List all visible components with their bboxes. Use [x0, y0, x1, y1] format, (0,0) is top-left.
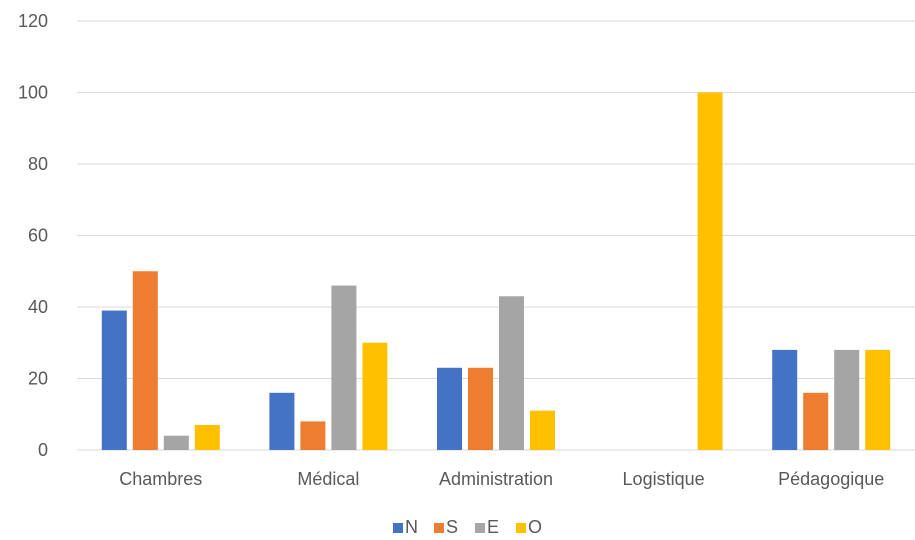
bar-s-1	[300, 421, 326, 450]
bar-e-0	[163, 435, 189, 450]
legend-label-e: E	[487, 517, 499, 537]
y-tick-label: 40	[28, 297, 48, 317]
legend-label-s: S	[446, 517, 458, 537]
bar-e-2	[499, 296, 524, 450]
x-category-label: Pédagogique	[778, 469, 884, 489]
x-category-label: Administration	[439, 469, 553, 489]
x-category-label: Chambres	[119, 469, 202, 489]
y-tick-label: 80	[28, 154, 48, 174]
bar-n-4	[772, 349, 798, 450]
legend-swatch-n	[393, 523, 403, 533]
bar-e-1	[331, 285, 357, 450]
bar-s-4	[803, 392, 829, 450]
legend-swatch-s	[434, 523, 444, 533]
legend-swatch-e	[475, 523, 485, 533]
y-tick-label: 20	[28, 369, 48, 389]
bar-s-0	[132, 271, 158, 450]
bar-n-0	[101, 310, 127, 450]
y-tick-label: 0	[38, 440, 48, 460]
x-axis-categories: Chambres Médical Administration Logistique P…	[119, 469, 884, 489]
bar-n-2	[437, 367, 462, 450]
bar-o-0	[194, 424, 220, 450]
y-axis-ticks: 0 20 40 60 80 100 120	[18, 11, 48, 460]
bars	[101, 92, 891, 450]
legend-label-n: N	[405, 517, 418, 537]
gridlines	[77, 20, 915, 451]
y-tick-label: 60	[28, 226, 48, 246]
bar-s-2	[468, 367, 493, 450]
x-category-label: Logistique	[623, 469, 705, 489]
legend-label-o: O	[528, 517, 542, 537]
bar-o-4	[865, 349, 891, 450]
bar-e-4	[834, 349, 860, 450]
bar-n-1	[269, 392, 295, 450]
legend-swatch-o	[516, 523, 526, 533]
y-tick-label: 100	[18, 83, 48, 103]
x-category-label: Médical	[297, 469, 359, 489]
bar-o-3	[697, 92, 723, 450]
bar-o-2	[530, 410, 555, 450]
y-tick-label: 120	[18, 11, 48, 31]
bar-o-1	[362, 342, 388, 450]
